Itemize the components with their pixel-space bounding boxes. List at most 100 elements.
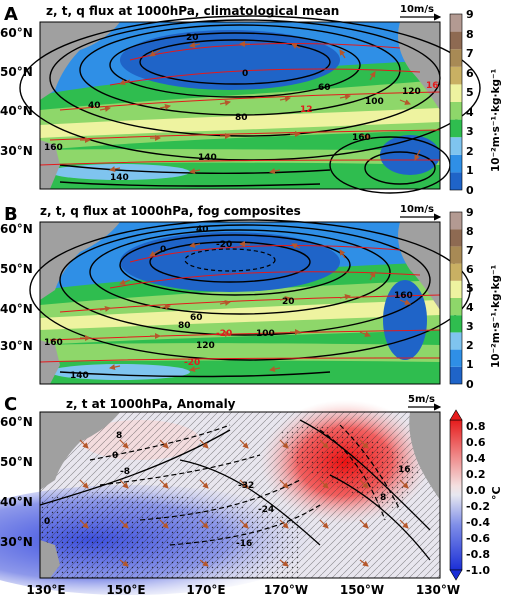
panel-a-map: 20 0 40 60 80 100 120 140 140 160 160 16… — [19, 15, 481, 194]
panel-b-ytick: 50°N — [0, 262, 33, 276]
panel-c-xtick: 170°E — [186, 583, 225, 597]
panel-b-cbar-segment — [450, 298, 462, 316]
panel-c-contour-label: -8 — [120, 467, 130, 477]
panel-c-cbar-tick: 0.0 — [466, 484, 486, 497]
panel-b-ytick: 40°N — [0, 302, 33, 316]
panel-c-vector-scale-label: 5m/s — [408, 394, 435, 405]
panel-a-cbar-tick: 6 — [466, 67, 474, 80]
panel-c-contour-label: -32 — [238, 481, 254, 491]
panel-c-xtick: 170°W — [264, 583, 308, 597]
panel-b-contour-label: 80 — [178, 321, 191, 331]
panel-c-ytick: 50°N — [0, 455, 33, 469]
panel-b-cbar-segment — [450, 349, 462, 367]
panel-b-cbar-tick: 4 — [466, 301, 474, 314]
panel-b-contour-label: 160 — [394, 291, 413, 301]
panel-letter-c: C — [4, 394, 17, 415]
panel-a-cbar-segment — [450, 154, 462, 173]
panel-c-map: 8 0 -8 -16 -24 -32 0 16 8 — [0, 400, 441, 595]
panel-b-cbar-tick: 5 — [466, 282, 474, 295]
panel-b-cbar-tick: 3 — [466, 320, 474, 333]
panel-a-ytick: 30°N — [0, 144, 33, 158]
panel-c-ytick: 60°N — [0, 415, 33, 429]
panel-b-cbar-tick: 0 — [466, 378, 474, 391]
panel-a-cbar-tick: 8 — [466, 28, 474, 41]
panel-b-title: z, t, q flux at 1000hPa, fog composites — [40, 204, 301, 218]
panel-c-contour-label: 0 — [44, 517, 50, 527]
panel-c-cbar-tick: 0.2 — [466, 468, 486, 481]
panel-c-xtick: 150°E — [106, 583, 145, 597]
panel-a-ytick: 40°N — [0, 104, 33, 118]
panel-a-cbar-segment — [450, 84, 462, 102]
panel-c-cbar-tick: -0.4 — [466, 516, 490, 529]
panel-a-ytick: 60°N — [0, 26, 33, 40]
panel-c-cbar-tick: -1.0 — [466, 564, 490, 577]
panel-a-cbar-tick: 4 — [466, 106, 474, 119]
panel-c-cbar-label: °C — [490, 486, 503, 500]
panel-a-cbar-segment — [450, 31, 462, 50]
panel-b-cbar-segment — [450, 263, 462, 281]
panel-b-colorbar: 9 8 7 6 5 4 3 2 1 0 10⁻²m·s⁻¹·kg·kg⁻¹ — [449, 206, 502, 391]
panel-a-contour-label: 12 — [300, 105, 313, 115]
panel-c-wind-vectors — [79, 439, 409, 567]
panel-a-cbar-tick: 3 — [466, 125, 474, 138]
panel-c-cbar-gradient — [449, 419, 463, 571]
panel-b-contour-label: 100 — [256, 329, 275, 339]
panel-b-cbar-tick: 7 — [466, 244, 474, 257]
panel-c-cbar-min-arrow — [449, 569, 463, 581]
panel-b-cbar-segment — [450, 212, 462, 230]
panel-a-contour-label: 140 — [198, 153, 217, 163]
panel-b-cbar-segment — [450, 366, 462, 384]
panel-b-contour-label: 40 — [196, 225, 209, 235]
panel-c-cbar-tick: 0.6 — [466, 436, 486, 449]
panel-a-cbar-label: 10⁻²m·s⁻¹·kg·kg⁻¹ — [490, 68, 502, 172]
panel-b-wind-vectors — [80, 241, 411, 372]
panel-letter-a: A — [4, 4, 18, 25]
panel-a-cbar-segment — [450, 172, 462, 190]
panel-b-contour-label: 20 — [282, 297, 295, 307]
panel-c-ytick: 40°N — [0, 495, 33, 509]
panel-a-contour-label: 0 — [242, 69, 248, 79]
panel-a-title: z, t, q flux at 1000hPa, climatological … — [46, 4, 339, 18]
panel-a-contour-label: 60 — [318, 83, 331, 93]
panel-a-colorbar: 9 8 7 6 5 4 3 2 1 0 10⁻²m·s⁻¹·kg·kg⁻¹ — [449, 8, 502, 197]
panel-b-contour-label: -20 — [184, 358, 200, 368]
panel-b-vector-scale-label: 10m/s — [400, 204, 434, 215]
panel-b-contour-label: 60 — [190, 313, 203, 323]
panel-c-contour-label: -24 — [258, 505, 274, 515]
panel-b-contour-label: -20 — [216, 329, 232, 339]
panel-b-cbar-segment — [450, 332, 462, 350]
panel-c-cbar-max-arrow — [449, 409, 463, 421]
panel-a-cbar-segment — [450, 66, 462, 85]
panel-a: A z, t, q flux at 1000hPa, climatologica… — [0, 4, 502, 197]
panel-a-cbar-frame — [449, 13, 463, 191]
panel-a-cbar-segment — [450, 102, 462, 120]
panel-a-contour-label: 100 — [365, 97, 384, 107]
panel-a-contour-label: 20 — [186, 33, 199, 43]
panel-a-contour-label: 16 — [426, 81, 439, 91]
panel-a-contour-label: 160 — [352, 133, 371, 143]
panel-c-contour-label: 8 — [116, 431, 122, 441]
panel-a-contour-label: 80 — [235, 113, 248, 123]
panel-b: B z, t, q flux at 1000hPa, fog composite… — [0, 204, 502, 391]
panel-a-contour-label: 160 — [44, 143, 63, 153]
panel-b-cbar-tick: 2 — [466, 339, 474, 352]
panel-c-contour-label: -16 — [236, 539, 252, 549]
panel-a-contour-label: 120 — [402, 87, 421, 97]
panel-b-contour-label: -20 — [216, 240, 232, 250]
panel-b-cbar-tick: 9 — [466, 206, 474, 219]
panel-b-ytick: 60°N — [0, 222, 33, 236]
panel-b-ytick: 30°N — [0, 339, 33, 353]
panel-a-ytick: 50°N — [0, 65, 33, 79]
panel-a-cbar-tick: 7 — [466, 47, 474, 60]
panel-b-contour-label: 0 — [160, 245, 166, 255]
panel-b-cbar-segment — [450, 246, 462, 264]
panel-c-cbar-tick: -0.8 — [466, 548, 490, 561]
panel-a-cbar-tick: 0 — [466, 184, 474, 197]
panel-b-cbar-tick: 1 — [466, 358, 474, 371]
panel-b-cbar-frame — [449, 211, 463, 385]
panel-b-cbar-tick: 6 — [466, 263, 474, 276]
panel-b-map: 40 0 -20 20 60 80 100 120 140 160 160 -2… — [29, 219, 471, 385]
panel-c-cbar-tick: -0.2 — [466, 500, 490, 513]
panel-c-title: z, t at 1000hPa, Anomaly — [66, 397, 236, 411]
